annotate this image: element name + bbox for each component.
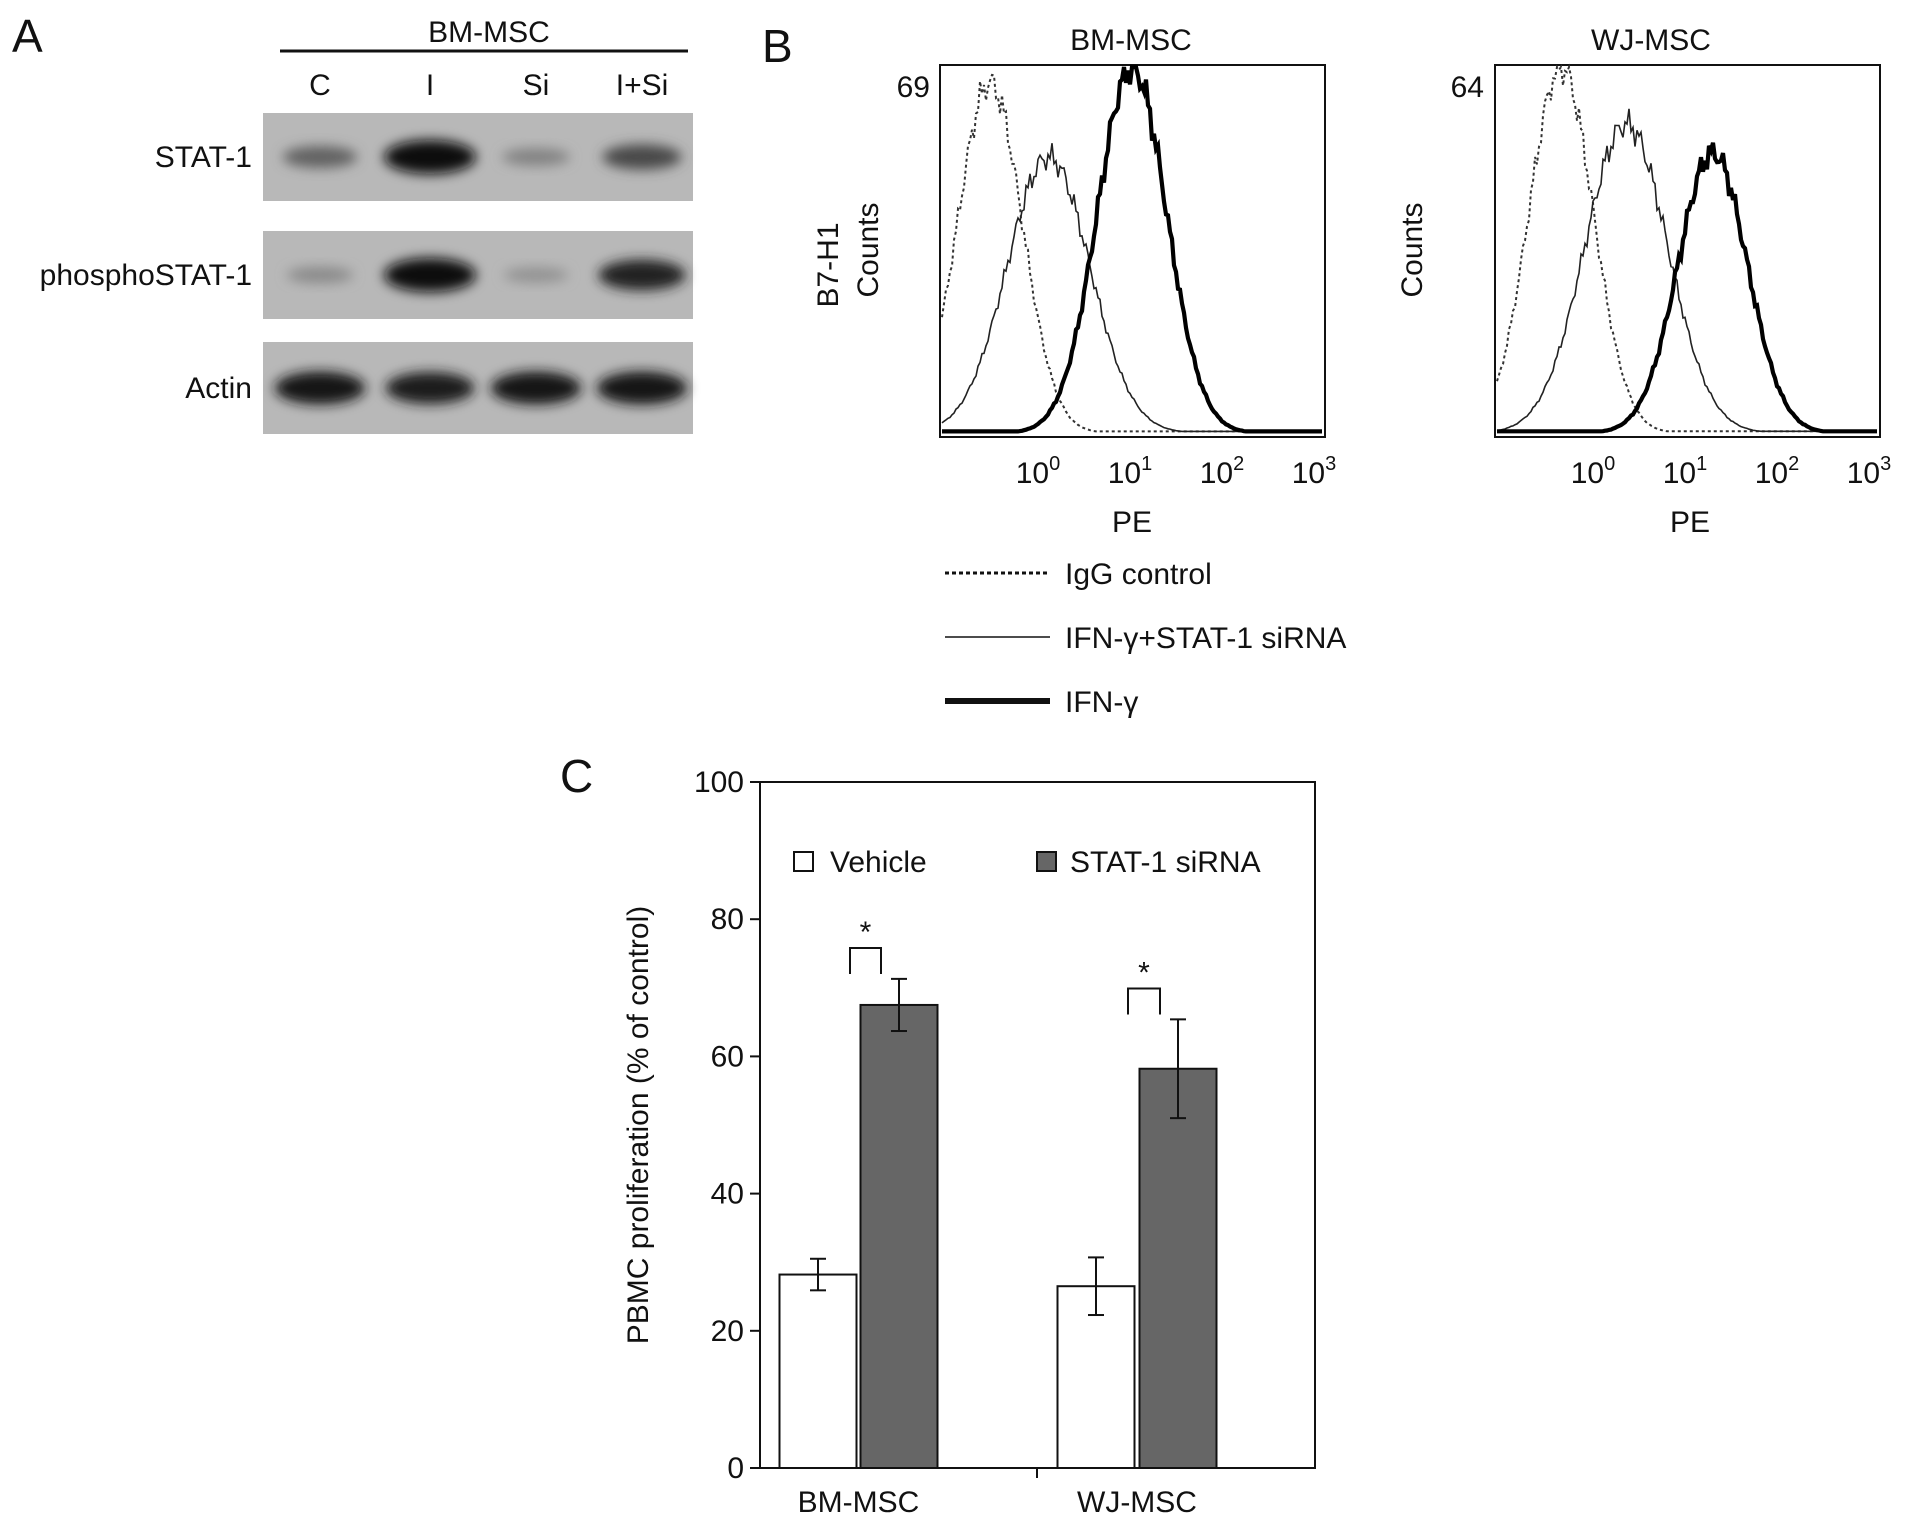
blot-band — [384, 140, 476, 174]
histogram-xtick: 101 — [1108, 453, 1153, 490]
blot-band — [282, 146, 358, 168]
blot-band — [502, 148, 570, 166]
tick-base: 10 — [1016, 457, 1049, 490]
curve-ifn — [1497, 142, 1877, 434]
curve-igg-control — [1496, 63, 1877, 433]
curve-igg-control — [941, 73, 1322, 433]
tick-base: 10 — [1571, 457, 1604, 490]
histogram-frame — [939, 64, 1326, 438]
legend-swatch — [1036, 851, 1057, 872]
histogram-bm-msc: BM-MSC 69 B7-H1 Counts 100 101 102 103 PE — [812, 24, 1336, 539]
significance-bracket — [1127, 987, 1161, 1015]
tick-exponent: 1 — [1696, 453, 1707, 475]
blot-row-label: STAT-1 — [155, 141, 252, 174]
flow-legend: IgG control IFN-γ+STAT-1 siRNA IFN-γ — [945, 558, 1346, 719]
histogram-xtick: 100 — [1016, 453, 1061, 490]
blot-row: phosphoSTAT-1 — [40, 231, 693, 319]
blot-band — [384, 258, 476, 292]
curve-ifn — [942, 64, 1322, 434]
blot-band — [598, 259, 686, 291]
panel-c-letter: C — [560, 750, 593, 802]
y-tick-label: 20 — [711, 1315, 744, 1348]
blot-band — [503, 267, 569, 283]
panel-a-letter: A — [12, 10, 43, 62]
panel-b-flow-cytometry: B BM-MSC 69 B7-H1 Counts 100 101 102 103 PE… — [762, 20, 1891, 719]
x-category-label: BM-MSC — [798, 1486, 920, 1519]
bar-stat1-sirna — [859, 1003, 939, 1469]
tick-base: 10 — [1663, 457, 1696, 490]
blot-band — [596, 371, 688, 405]
legend-swatch — [793, 851, 814, 872]
histogram-xtick: 101 — [1663, 453, 1708, 490]
tick-base: 10 — [1200, 457, 1233, 490]
chart-legend: Vehicle STAT-1 siRNA — [793, 846, 1261, 879]
histogram-xtick: 103 — [1292, 453, 1337, 490]
histogram-ymax-label: 64 — [1451, 71, 1484, 104]
tick-exponent: 3 — [1880, 453, 1891, 475]
tick-exponent: 3 — [1325, 453, 1336, 475]
histogram-xtick: 102 — [1200, 453, 1245, 490]
legend-label: IgG control — [1065, 558, 1212, 591]
curve-ifn-sirna — [941, 143, 1322, 433]
histogram-xlabel: PE — [1670, 506, 1710, 539]
blot-band — [274, 371, 366, 405]
blot-row-label: phosphoSTAT-1 — [40, 259, 252, 292]
tick-base: 10 — [1108, 457, 1141, 490]
tick-base: 10 — [1755, 457, 1788, 490]
histogram-title: WJ-MSC — [1591, 24, 1711, 57]
histogram-xlabel: PE — [1112, 506, 1152, 539]
lane-label: C — [309, 69, 331, 102]
panel-b-letter: B — [762, 20, 793, 72]
legend-label: Vehicle — [830, 846, 927, 879]
chart-ylabel: PBMC proliferation (% of control) — [622, 906, 655, 1345]
blot-group-label: BM-MSC — [428, 16, 550, 49]
tick-exponent: 1 — [1141, 453, 1152, 475]
legend-label: IFN-γ — [1065, 686, 1138, 719]
histogram-ymax-label: 69 — [897, 71, 930, 104]
legend-label: STAT-1 siRNA — [1070, 846, 1261, 879]
x-category-label: WJ-MSC — [1077, 1486, 1197, 1519]
histogram-xtick: 100 — [1571, 453, 1616, 490]
bar-stat1-sirna — [1138, 1067, 1218, 1470]
blot-row: Actin — [185, 342, 693, 434]
y-tick-label: 0 — [727, 1452, 744, 1485]
tick-base: 10 — [1847, 457, 1880, 490]
histogram-xtick: 103 — [1847, 453, 1892, 490]
panel-a-western-blot: A BM-MSC C I Si I+Si STAT-1 phosphoSTAT-1 Act… — [12, 10, 693, 434]
tick-exponent: 2 — [1233, 453, 1244, 475]
significance-star: * — [1138, 956, 1150, 989]
tick-exponent: 0 — [1604, 453, 1615, 475]
blot-band — [602, 144, 682, 170]
blot-row: STAT-1 — [155, 113, 693, 201]
bar-vehicle — [1056, 1285, 1136, 1469]
tick-base: 10 — [1292, 457, 1325, 490]
y-tick-label: 80 — [711, 903, 744, 936]
lane-label: I+Si — [616, 69, 669, 102]
histogram-frame — [1494, 64, 1881, 438]
histogram-title: BM-MSC — [1070, 24, 1192, 57]
blot-band — [286, 266, 354, 284]
curve-ifn-sirna — [1496, 108, 1877, 433]
blot-row-label: Actin — [185, 372, 252, 405]
significance-star: * — [860, 916, 872, 949]
blot-band — [385, 372, 475, 404]
lane-label: Si — [523, 69, 550, 102]
blot-band — [490, 371, 582, 405]
histogram-wj-msc: WJ-MSC 64 Counts 100 101 102 103 PE — [1396, 24, 1891, 539]
lane-label: I — [426, 69, 434, 102]
panel-c-bar-chart: C PBMC proliferation (% of control) 0 20 4… — [560, 750, 1316, 1519]
histogram-ylabel-marker: B7-H1 — [812, 222, 845, 307]
y-tick-label: 40 — [711, 1178, 744, 1211]
legend-label: IFN-γ+STAT-1 siRNA — [1065, 622, 1346, 655]
y-tick-label: 60 — [711, 1040, 744, 1073]
y-tick-label: 100 — [694, 766, 744, 799]
histogram-ylabel: Counts — [1396, 202, 1429, 297]
tick-exponent: 2 — [1788, 453, 1799, 475]
histogram-ylabel: Counts — [852, 202, 885, 297]
histogram-xtick: 102 — [1755, 453, 1800, 490]
tick-exponent: 0 — [1049, 453, 1060, 475]
bar-vehicle — [778, 1273, 858, 1469]
significance-bracket — [849, 947, 882, 975]
